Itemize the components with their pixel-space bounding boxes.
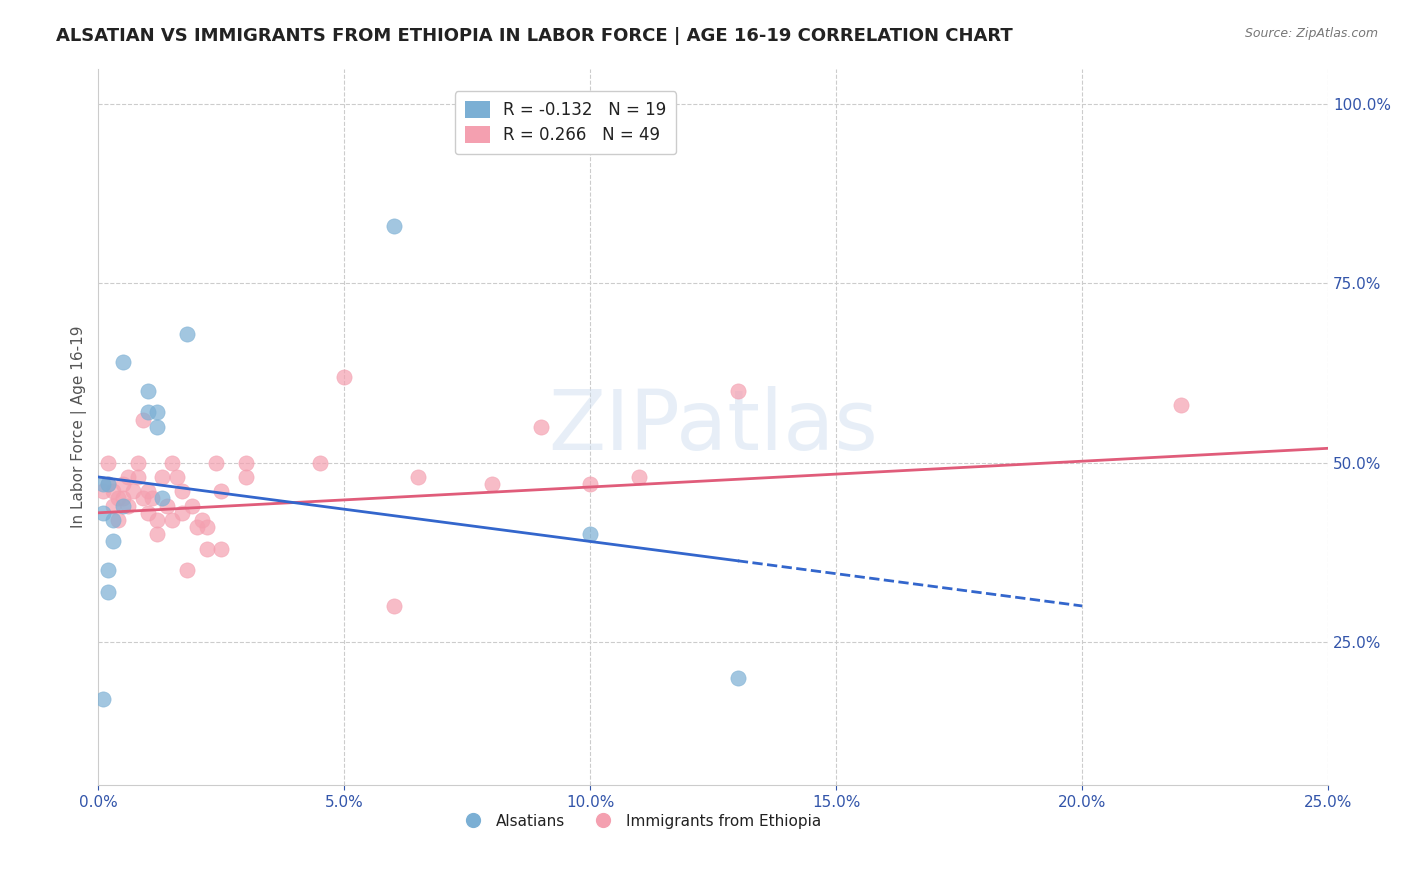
Point xyxy=(136,384,159,398)
Text: Source: ZipAtlas.com: Source: ZipAtlas.com xyxy=(1244,27,1378,40)
Point xyxy=(111,477,134,491)
Point xyxy=(235,456,257,470)
Point xyxy=(146,405,169,419)
Point xyxy=(101,499,124,513)
Point xyxy=(160,513,183,527)
Point xyxy=(101,513,124,527)
Y-axis label: In Labor Force | Age 16-19: In Labor Force | Age 16-19 xyxy=(72,326,87,528)
Point xyxy=(727,671,749,685)
Point xyxy=(180,499,202,513)
Point xyxy=(146,527,169,541)
Point xyxy=(205,456,228,470)
Point xyxy=(107,491,129,506)
Point xyxy=(382,599,405,613)
Point xyxy=(127,470,149,484)
Point xyxy=(209,484,232,499)
Point xyxy=(170,484,193,499)
Point xyxy=(195,541,218,556)
Point xyxy=(190,513,212,527)
Point xyxy=(131,412,153,426)
Point xyxy=(136,405,159,419)
Point xyxy=(628,470,651,484)
Point xyxy=(235,470,257,484)
Point xyxy=(382,219,405,234)
Point xyxy=(107,513,129,527)
Point xyxy=(117,470,139,484)
Point xyxy=(727,384,749,398)
Point xyxy=(406,470,429,484)
Point xyxy=(97,477,120,491)
Point xyxy=(101,534,124,549)
Point xyxy=(91,506,114,520)
Point xyxy=(530,419,553,434)
Text: ZIPatlas: ZIPatlas xyxy=(548,386,879,467)
Point xyxy=(150,470,173,484)
Point xyxy=(160,456,183,470)
Point xyxy=(209,541,232,556)
Point xyxy=(579,527,602,541)
Point xyxy=(481,477,503,491)
Point xyxy=(146,513,169,527)
Point xyxy=(156,499,179,513)
Point xyxy=(97,563,120,577)
Legend: Alsatians, Immigrants from Ethiopia: Alsatians, Immigrants from Ethiopia xyxy=(451,807,828,835)
Point xyxy=(111,491,134,506)
Point xyxy=(579,477,602,491)
Point xyxy=(186,520,208,534)
Point xyxy=(131,491,153,506)
Point xyxy=(176,563,198,577)
Point xyxy=(150,491,173,506)
Point xyxy=(91,477,114,491)
Point xyxy=(195,520,218,534)
Point xyxy=(101,484,124,499)
Point xyxy=(141,491,163,506)
Point xyxy=(136,506,159,520)
Point xyxy=(91,692,114,706)
Point xyxy=(111,355,134,369)
Point xyxy=(1170,398,1192,412)
Point xyxy=(176,326,198,341)
Point xyxy=(97,456,120,470)
Point xyxy=(97,477,120,491)
Point xyxy=(333,369,356,384)
Point xyxy=(117,499,139,513)
Point xyxy=(91,484,114,499)
Point xyxy=(170,506,193,520)
Point xyxy=(136,484,159,499)
Point xyxy=(127,456,149,470)
Point xyxy=(308,456,330,470)
Point xyxy=(166,470,188,484)
Point xyxy=(121,484,143,499)
Point xyxy=(97,584,120,599)
Text: ALSATIAN VS IMMIGRANTS FROM ETHIOPIA IN LABOR FORCE | AGE 16-19 CORRELATION CHAR: ALSATIAN VS IMMIGRANTS FROM ETHIOPIA IN … xyxy=(56,27,1012,45)
Point xyxy=(111,499,134,513)
Point xyxy=(146,419,169,434)
